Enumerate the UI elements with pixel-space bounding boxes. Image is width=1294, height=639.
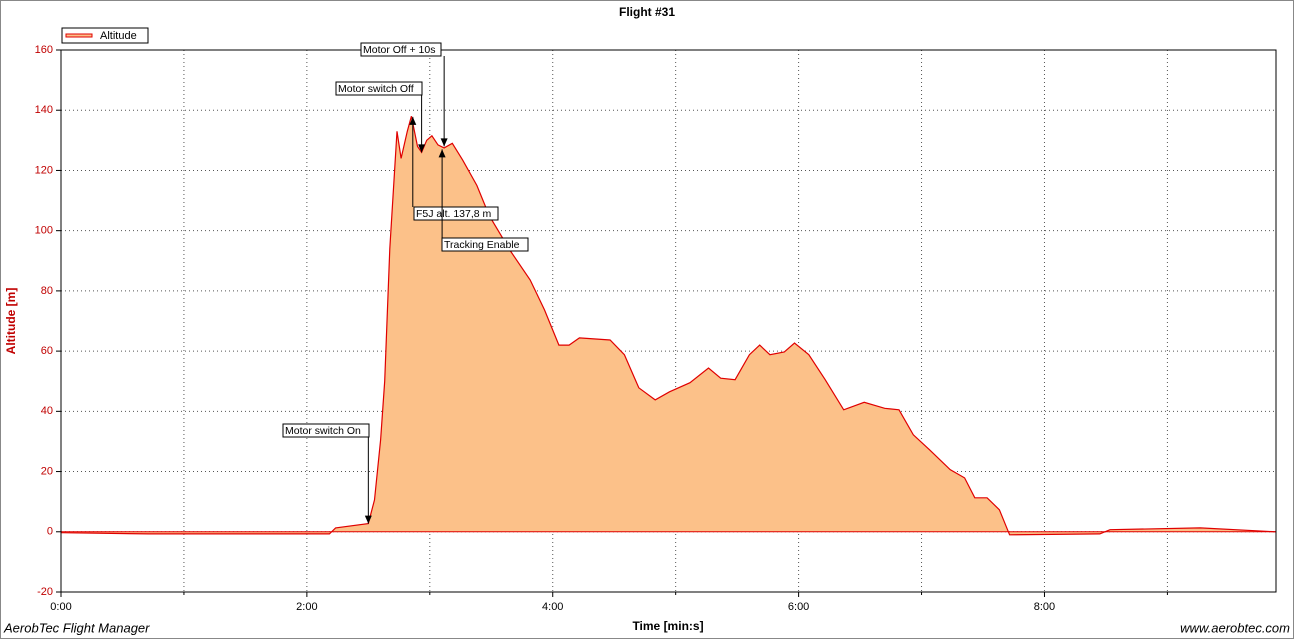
x-axis-label: Time [min:s] — [632, 619, 703, 633]
footer-right: www.aerobtec.com — [1180, 620, 1290, 635]
annotation-box — [360, 42, 442, 57]
footer-left: AerobTec Flight Manager — [3, 620, 150, 635]
annotation-label: F5J alt. 137,8 m — [416, 208, 492, 220]
annotation-arrow — [364, 515, 372, 524]
y-tick-label: 40 — [41, 405, 53, 417]
area — [61, 116, 1276, 535]
annotation-arrow — [438, 149, 446, 158]
x-tick-label: 6:00 — [788, 601, 809, 613]
y-tick-label: 20 — [41, 465, 53, 477]
y-tick-label: 80 — [41, 285, 53, 297]
annotation-arrow — [409, 116, 417, 125]
y-tick-label: 140 — [35, 104, 53, 116]
annotation-box — [441, 237, 529, 252]
legend-box — [61, 27, 149, 44]
y-tick-label: 0 — [47, 526, 53, 538]
y-axis-label: Altitude [m] — [4, 288, 18, 355]
legend-swatch — [65, 33, 93, 38]
line — [60, 116, 1277, 536]
annotation-arrow — [440, 138, 448, 147]
y-tick-label: 120 — [35, 164, 53, 176]
x-tick-label: 8:00 — [1034, 601, 1055, 613]
annotation-label: Motor switch On — [285, 425, 361, 437]
annotation-label: Motor Off + 10s — [363, 44, 435, 56]
y-tick-label: -20 — [37, 586, 53, 598]
annotation-label: Tracking Enable — [444, 239, 520, 251]
y-tick-label: 100 — [35, 225, 53, 237]
legend-label: Altitude — [100, 30, 137, 42]
y-tick-label: 60 — [41, 345, 53, 357]
plot-frame — [60, 49, 1277, 593]
x-tick-label: 2:00 — [296, 601, 317, 613]
x-tick-label: 0:00 — [50, 601, 71, 613]
annotation-box — [335, 81, 423, 96]
annotation-label: Motor switch Off — [338, 83, 414, 95]
chart-title: Flight #31 — [619, 5, 675, 19]
x-tick-label: 4:00 — [542, 601, 563, 613]
y-tick-label: 160 — [35, 44, 53, 56]
annotation-box — [282, 423, 370, 438]
annotation-arrow — [418, 144, 426, 153]
annotation-box — [413, 206, 499, 221]
